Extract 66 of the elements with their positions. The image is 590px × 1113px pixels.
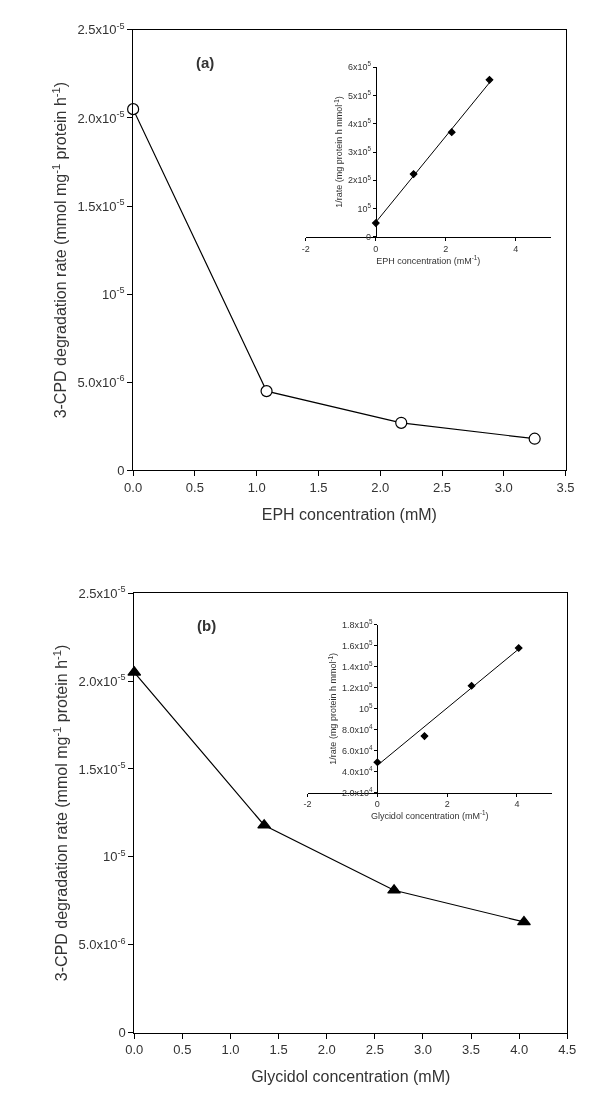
y-tick-label: 10$^{5}$: [359, 702, 374, 714]
x-tick-label: 0.0: [125, 1042, 144, 1058]
x-tick-label: 4: [513, 243, 519, 254]
x-tick-label: 1.5: [269, 1042, 288, 1058]
y-tick-label: 2.5x10$^{-5}$: [77, 20, 125, 38]
y-tick-label: 2.0x10$^{-5}$: [78, 672, 126, 689]
y-tick-label: 3x10$^{5}$: [347, 145, 372, 158]
annotation: (b): [197, 617, 217, 634]
point: [528, 432, 541, 445]
x-tick-label: 2: [443, 243, 449, 254]
point: [420, 732, 429, 740]
point: [127, 103, 140, 116]
point: [514, 644, 523, 652]
point: [371, 219, 380, 227]
y-tick-label: 1.5x10$^{-5}$: [77, 197, 125, 214]
x-tick-label: 0.5: [173, 1042, 192, 1058]
x-axis-title: EPH concentration (mM$^{-1}$): [376, 253, 481, 266]
y-tick-label: 0: [117, 462, 125, 478]
y-tick-label: 1.4x10$^{5}$: [342, 660, 374, 673]
y-tick-label: 10$^{5}$: [357, 202, 372, 214]
x-tick-label: 3.5: [462, 1042, 481, 1058]
x-tick-label: 2.0: [371, 480, 390, 496]
x-tick-label: 2.5: [365, 1042, 384, 1058]
x-tick-label: 1.0: [221, 1042, 240, 1058]
y-tick-label: 2x10$^{5}$: [347, 173, 372, 186]
y-tick-label: 4.0x10$^{4}$: [342, 765, 374, 777]
x-tick-label: 4: [514, 799, 520, 810]
y-tick-label: 1.8x10$^{5}$: [342, 618, 374, 631]
y-tick-label: 0: [118, 1025, 126, 1041]
y-tick-label: 2.5x10$^{-5}$: [78, 584, 126, 601]
x-axis-title: EPH concentration (mM): [261, 505, 437, 523]
y-tick-label: 8.0x10$^{4}$: [342, 723, 374, 735]
y-tick-label: 6.0x10$^{4}$: [342, 744, 374, 756]
x-tick-label: -2: [301, 243, 310, 254]
annotation: (a): [196, 54, 215, 71]
x-tick-label: 0.5: [185, 480, 204, 496]
x-tick-label: 3.5: [556, 480, 575, 496]
y-tick-label: 2.0x10$^{-5}$: [77, 109, 125, 126]
x-tick-label: 3.0: [494, 480, 513, 496]
x-tick-label: -2: [303, 799, 312, 810]
y-tick-label: 10$^{-5}$: [101, 285, 125, 302]
x-tick-label: 4.5: [558, 1042, 577, 1058]
y-tick-label: 1.6x10$^{5}$: [342, 639, 374, 652]
y-tick-label: 5.0x10$^{-6}$: [77, 373, 125, 390]
y-tick-label: 10$^{-5}$: [103, 847, 126, 865]
x-tick-label: 2: [444, 799, 450, 810]
x-axis-title: Glycidol concentration (mM): [251, 1067, 451, 1085]
x-tick-label: 1.5: [309, 480, 328, 496]
point: [395, 416, 408, 429]
x-tick-label: 3.0: [413, 1042, 432, 1058]
point: [485, 75, 494, 84]
y-tick-label: 6x10$^{5}$: [347, 60, 372, 73]
y-tick-label: 5x10$^{5}$: [347, 88, 372, 101]
y-tick-label: 5.0x10$^{-6}$: [78, 935, 126, 953]
y-tick-label: 4x10$^{5}$: [347, 117, 372, 129]
y-tick-label: 1.2x10$^{5}$: [342, 681, 374, 693]
y-tick-label: 1.5x10$^{-5}$: [78, 760, 126, 777]
x-tick-label: 4.0: [510, 1042, 529, 1058]
point: [517, 915, 531, 926]
x-axis-title: Glycidol concentration (mM$^{-1}$): [370, 809, 489, 822]
x-tick-label: 0.0: [124, 480, 143, 496]
x-tick-label: 2.5: [432, 480, 452, 496]
x-tick-label: 1.0: [247, 480, 266, 496]
x-tick-label: 2.0: [317, 1042, 336, 1058]
y-tick-label: 0: [366, 232, 372, 243]
point: [260, 385, 273, 398]
